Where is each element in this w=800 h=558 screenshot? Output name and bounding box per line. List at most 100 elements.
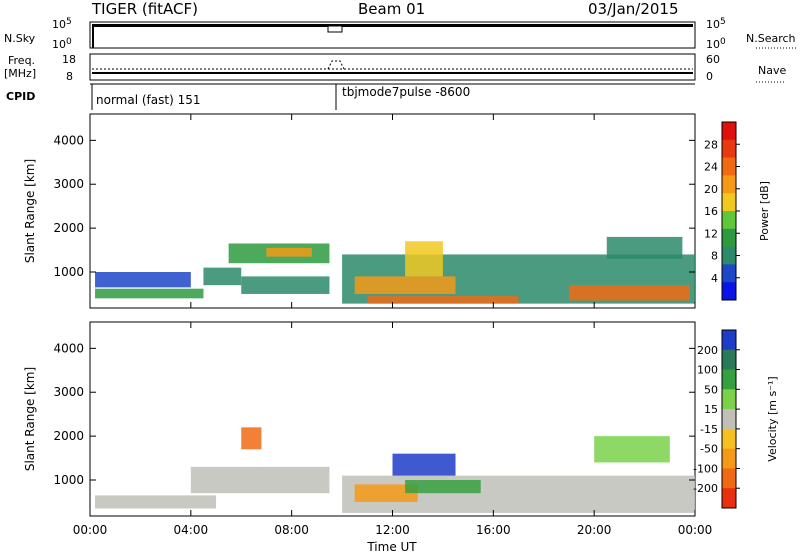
colorbar-tick-label: 16 bbox=[704, 205, 718, 218]
data-region bbox=[392, 453, 456, 476]
nsky-gap bbox=[327, 25, 343, 33]
colorbar-segment bbox=[722, 369, 736, 390]
x-tick-label: 16:00 bbox=[476, 523, 511, 537]
freq-label-1: Freq. bbox=[8, 54, 35, 67]
data-region bbox=[95, 495, 217, 509]
x-tick-label: 20:00 bbox=[577, 523, 612, 537]
y-tick-label: 3000 bbox=[53, 177, 84, 191]
cpid-label: CPID bbox=[6, 90, 35, 103]
data-region bbox=[95, 288, 204, 299]
x-tick-label: 00:00 bbox=[678, 523, 713, 537]
power-colorbar-label: Power [dB] bbox=[758, 181, 771, 241]
colorbar-tick-label: -200 bbox=[693, 482, 718, 495]
data-region bbox=[568, 285, 690, 301]
y-tick-label: 1000 bbox=[53, 265, 84, 279]
colorbar-tick-label: 20 bbox=[704, 183, 718, 196]
velocity-colorbar-label: Velocity [m s⁻¹] bbox=[766, 376, 779, 461]
freq-frame bbox=[89, 53, 696, 81]
freq-tick-high: 18 bbox=[62, 53, 76, 66]
power-y-ticks: 1000 2000 3000 4000 bbox=[53, 133, 695, 279]
nave-label: Nave bbox=[758, 64, 786, 77]
data-region bbox=[95, 272, 191, 288]
colorbar-segment bbox=[722, 282, 736, 301]
y-tick-label: 2000 bbox=[53, 221, 84, 235]
colorbar-segment bbox=[722, 264, 736, 283]
freq-label-2: [MHz] bbox=[4, 67, 36, 80]
colorbar-segment bbox=[722, 175, 736, 194]
y-tick-label: 3000 bbox=[53, 385, 84, 399]
colorbar-frame bbox=[721, 329, 737, 509]
data-region bbox=[405, 480, 481, 494]
power-panel: 1000 2000 3000 4000 Slant Range [km] 4 8 12 16… bbox=[23, 113, 771, 309]
colorbar-tick-label: 15 bbox=[704, 403, 718, 416]
data-region bbox=[190, 466, 330, 494]
data-region bbox=[241, 427, 262, 450]
colorbar-segment bbox=[722, 488, 736, 509]
nsky-panel: N.Sky 105 100 105 100 N.Search bbox=[4, 17, 796, 51]
data-region bbox=[594, 436, 670, 463]
colorbar-tick-label: 200 bbox=[697, 344, 718, 357]
colorbar-segment bbox=[722, 389, 736, 410]
nsky-start-bar bbox=[92, 24, 94, 48]
colorbar-tick-label: 8 bbox=[711, 250, 718, 263]
colorbar-segment bbox=[722, 468, 736, 489]
colorbar-tick-label: 12 bbox=[704, 227, 718, 240]
y-tick-label: 4000 bbox=[53, 341, 84, 355]
data-region bbox=[266, 247, 312, 257]
nsky-tick-low: 100 bbox=[52, 37, 72, 51]
data-region bbox=[367, 296, 519, 304]
colorbar-segment bbox=[722, 246, 736, 265]
beam-title: Beam 01 bbox=[358, 0, 425, 18]
nave-bump bbox=[327, 60, 345, 70]
velocity-colorbar: 200 100 50 15 -15 -50 -100 -200 bbox=[693, 329, 740, 509]
cpid-panel: CPID normal (fast) 151 tbjmode7pulse -86… bbox=[6, 83, 695, 110]
x-tick-label: 08:00 bbox=[274, 523, 309, 537]
time-axis: 00:00 04:00 08:00 12:00 16:00 20:00 00:00 bbox=[73, 114, 713, 537]
data-region bbox=[405, 241, 443, 277]
colorbar-segment bbox=[722, 330, 736, 351]
colorbar-segment bbox=[722, 409, 736, 430]
velocity-y-ticks: 1000 2000 3000 4000 bbox=[53, 341, 695, 487]
velocity-data bbox=[95, 427, 695, 513]
power-colorbar: 4 8 12 16 20 24 28 bbox=[704, 121, 740, 301]
x-tick-label: 00:00 bbox=[73, 523, 108, 537]
nsky-trace bbox=[92, 24, 693, 27]
cpid-segment-1: normal (fast) 151 bbox=[96, 93, 200, 107]
nsearch-tick-low: 100 bbox=[706, 37, 726, 51]
nsearch-tick-high: 105 bbox=[706, 17, 726, 31]
nsky-label: N.Sky bbox=[4, 32, 36, 45]
power-ylabel: Slant Range [km] bbox=[23, 159, 37, 263]
colorbar-segment bbox=[722, 211, 736, 230]
y-tick-label: 4000 bbox=[53, 133, 84, 147]
colorbar-segment bbox=[722, 157, 736, 176]
colorbar-segment bbox=[722, 448, 736, 469]
colorbar-tick-label: -50 bbox=[700, 443, 718, 456]
freq-panel: Freq. [MHz] 18 8 60 0 Nave bbox=[4, 53, 786, 83]
nsearch-label: N.Search bbox=[746, 32, 796, 45]
colorbar-tick-label: 28 bbox=[704, 138, 718, 151]
colorbar-tick-label: 50 bbox=[704, 383, 718, 396]
colorbar-tick-label: -15 bbox=[700, 423, 718, 436]
velocity-ylabel: Slant Range [km] bbox=[23, 367, 37, 471]
data-region bbox=[354, 276, 456, 294]
freq-tick-low: 8 bbox=[66, 70, 73, 83]
colorbar-tick-label: 4 bbox=[711, 272, 718, 285]
power-data bbox=[95, 236, 695, 304]
data-region bbox=[241, 276, 330, 294]
colorbar-segment bbox=[722, 193, 736, 212]
nave-tick-high: 60 bbox=[706, 53, 720, 66]
date-title: 03/Jan/2015 bbox=[588, 0, 679, 18]
colorbar-segment bbox=[722, 349, 736, 371]
colorbar-segment bbox=[722, 228, 736, 248]
data-region bbox=[203, 267, 242, 286]
nsky-tick-high: 105 bbox=[52, 17, 72, 31]
time-axis-label: Time UT bbox=[366, 540, 417, 554]
colorbar-tick-label: -100 bbox=[693, 462, 718, 475]
colorbar-segment bbox=[722, 122, 736, 141]
data-region bbox=[606, 236, 683, 259]
y-tick-label: 1000 bbox=[53, 473, 84, 487]
colorbar-segment bbox=[722, 139, 736, 159]
